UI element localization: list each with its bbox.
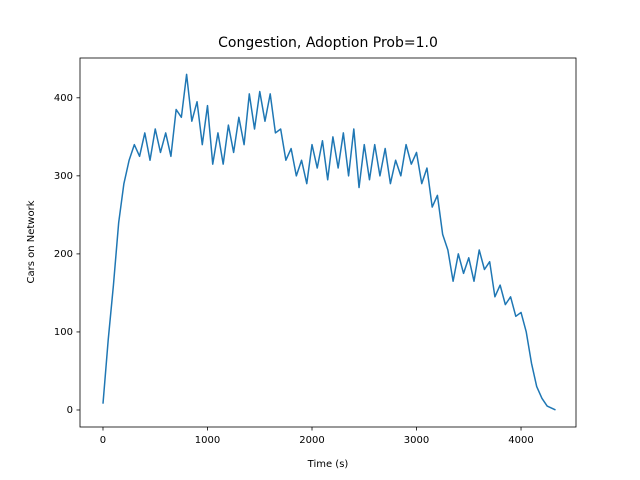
y-tick-label: 100: [54, 327, 73, 338]
x-tick-label: 0: [100, 435, 106, 446]
y-tick-label: 400: [54, 93, 73, 104]
y-axis-label: Cars on Network: [26, 200, 37, 283]
x-tick-label: 4000: [508, 435, 533, 446]
y-tick-label: 300: [54, 171, 73, 182]
chart-title: Congestion, Adoption Prob=1.0: [218, 35, 438, 51]
data-line: [102, 73, 556, 411]
x-tick-label: 3000: [404, 435, 429, 446]
plot-area: [102, 73, 556, 411]
y-tick-label: 200: [54, 249, 73, 260]
x-tick-label: 1000: [195, 435, 220, 446]
x-tick-label: 2000: [299, 435, 324, 446]
y-tick-label: 0: [67, 405, 73, 416]
axes-frame: [79, 57, 577, 428]
x-axis-label: Time (s): [307, 459, 349, 470]
